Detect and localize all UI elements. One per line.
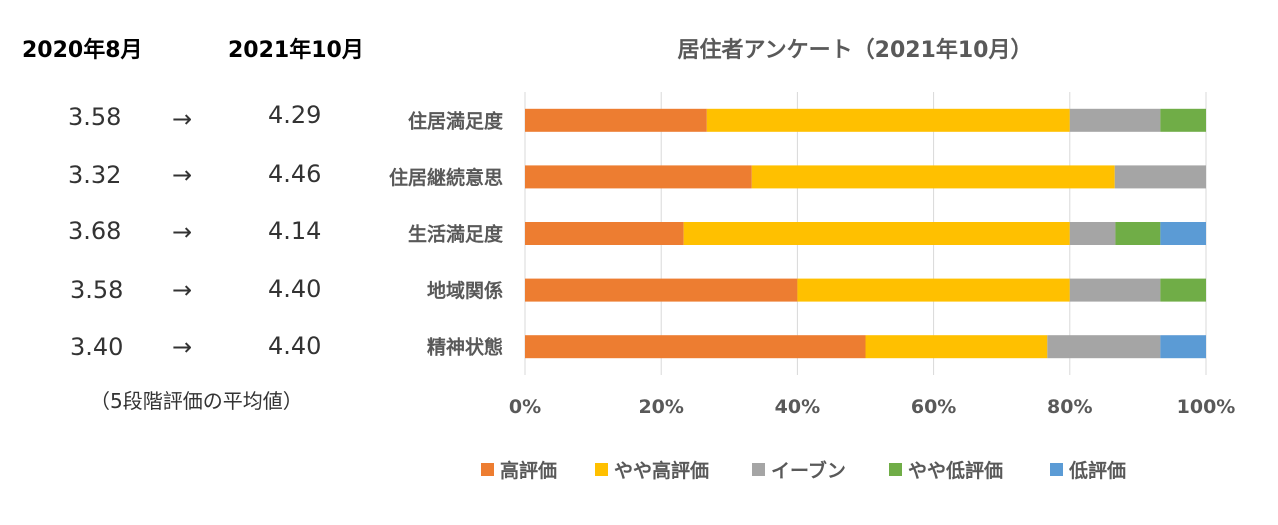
arrow-5: → (172, 333, 193, 361)
bar-segment (865, 335, 1048, 359)
legend: 高評価 やや高評価 イーブン やや低評価 低評価 (481, 459, 1126, 482)
legend-label: 低評価 (1068, 459, 1126, 482)
header-2020: 2020年8月 (22, 38, 143, 63)
bar-segment (1160, 222, 1206, 245)
category-label: 住居満足度 (408, 109, 504, 132)
legend-swatch (481, 463, 494, 476)
score-after-5: 4.40 (268, 332, 322, 360)
bar-segment (525, 222, 684, 245)
x-tick-label: 80% (1047, 396, 1092, 418)
bar-segment (525, 335, 866, 359)
bar-segment (683, 222, 1070, 245)
bar-segment (1069, 278, 1161, 302)
bar-segment (751, 165, 1115, 189)
legend-swatch (595, 463, 608, 476)
score-after-1: 4.29 (268, 101, 322, 129)
bar-segment (797, 278, 1070, 302)
x-tick-label: 60% (911, 396, 956, 418)
category-label: 地域関係 (427, 279, 503, 302)
bar-segment (1069, 108, 1161, 132)
legend-label: 高評価 (500, 459, 557, 482)
chart-title: 居住者アンケート（2021年10月） (678, 37, 1033, 63)
score-before-1: 3.58 (68, 103, 122, 131)
score-before-5: 3.40 (70, 333, 124, 361)
legend-label: イーブン (771, 459, 846, 482)
score-after-4: 4.40 (268, 275, 322, 303)
x-tick-labels: 0% 20% 40% 60% 80% 100% (509, 396, 1235, 418)
bar-segment (1114, 165, 1206, 189)
legend-swatch (889, 463, 902, 476)
header-2021: 2021年10月 (228, 38, 364, 63)
category-label: 住居継続意思 (389, 166, 503, 189)
bar-segment (1160, 108, 1206, 132)
score-before-4: 3.58 (70, 276, 124, 304)
bar-segment (706, 108, 1070, 132)
score-before-3: 3.68 (68, 217, 122, 245)
score-before-2: 3.32 (68, 161, 122, 189)
bar-segment (525, 108, 707, 132)
x-tick-label: 0% (509, 396, 541, 418)
x-tick-label: 100% (1177, 396, 1236, 418)
bars (525, 108, 1206, 359)
legend-label: やや高評価 (614, 459, 709, 482)
bar-segment (1047, 335, 1161, 359)
legend-label: やや低評価 (908, 459, 1003, 482)
score-after-3: 4.14 (268, 217, 322, 245)
category-label: 生活満足度 (408, 223, 504, 246)
bar-segment (1069, 222, 1116, 245)
scale-note: （5段階評価の平均値） (90, 389, 303, 413)
arrow-1: → (172, 105, 193, 133)
bar-segment (1160, 278, 1206, 302)
x-tick-label: 20% (638, 396, 683, 418)
arrow-4: → (172, 276, 193, 304)
bar-segment (1115, 222, 1161, 245)
arrow-3: → (172, 218, 193, 246)
bar-segment (1160, 335, 1206, 359)
arrow-2: → (172, 161, 193, 189)
category-label: 精神状態 (427, 336, 503, 359)
bar-segment (525, 278, 798, 302)
score-after-2: 4.46 (268, 160, 322, 188)
legend-swatch (1050, 463, 1063, 476)
legend-swatch (752, 463, 765, 476)
x-tick-label: 40% (775, 396, 820, 418)
bar-segment (525, 165, 752, 189)
